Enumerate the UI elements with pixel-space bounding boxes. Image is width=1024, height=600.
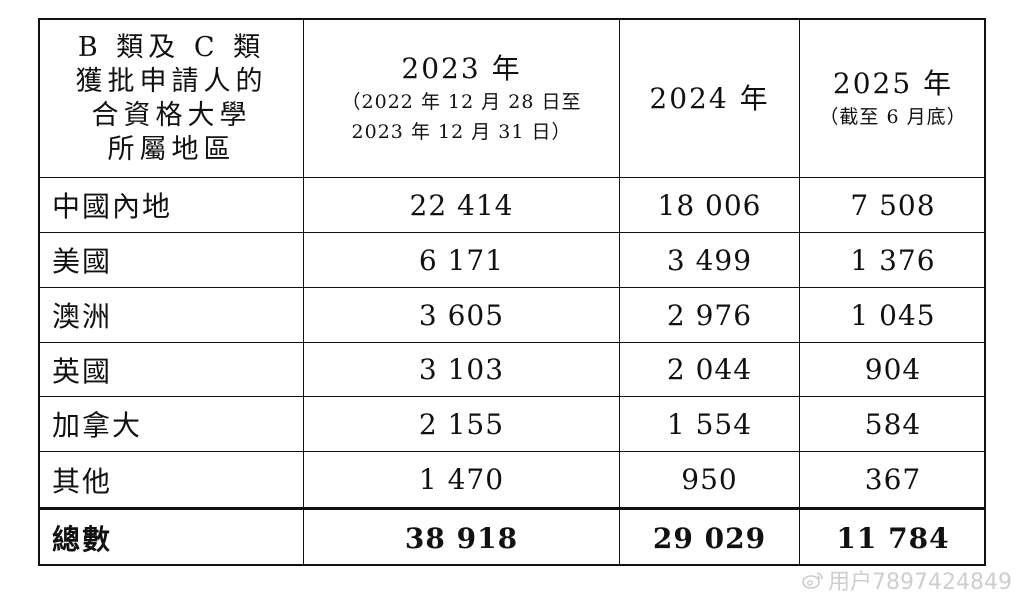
value-2025-cell: 904: [864, 353, 922, 386]
applicants-by-region-table: B 類及 C 類 獲批申請人的 合資格大學 所屬地區 2023 年 （2022 …: [38, 18, 986, 566]
year-2024-label: 2024 年: [649, 81, 770, 115]
value-2024-cell: 18 006: [620, 178, 800, 232]
total-2023-cell: 38 918: [304, 510, 620, 566]
watermark: 用户7897424849: [802, 564, 1012, 596]
total-2024-cell: 29 029: [620, 510, 800, 566]
total-row: 總數 38 918 29 029 11 784: [40, 508, 984, 566]
value-2024-cell: 2 976: [620, 288, 800, 342]
table-row: 中國內地 22 414 18 006 7 508: [40, 178, 984, 233]
table-row: 其他 1 470 950 367: [40, 452, 984, 508]
value-2025-cell: 584: [864, 407, 922, 441]
region-header-line: B 類及 C 類: [77, 31, 266, 63]
value-2023-cell: 22 414: [304, 178, 620, 232]
value-2025-cell: 7 508: [850, 188, 936, 222]
value-2024-cell: 2 044: [620, 343, 800, 396]
total-2025-cell: 11 784: [836, 521, 950, 555]
value-2023-cell: 2 155: [304, 397, 620, 451]
year-2023-label: 2023 年: [401, 51, 522, 85]
region-cell: 澳洲: [40, 288, 304, 342]
table-row: 加拿大 2 155 1 554 584: [40, 397, 984, 452]
region-cell: 中國內地: [40, 178, 304, 232]
year-2024-column-header: 2024 年: [620, 20, 800, 177]
region-header-line: 合資格大學: [91, 99, 252, 131]
year-2025-period: （截至 6 月底）: [819, 105, 967, 128]
year-2023-period-start: （2022 年 12 月 28 日至: [341, 90, 582, 113]
value-2025-cell: 1 376: [850, 243, 936, 277]
table-row: 英國 3 103 2 044 904: [40, 343, 984, 397]
value-2025-cell: 1 045: [850, 298, 936, 332]
value-2023-cell: 3 605: [304, 288, 620, 342]
region-cell: 其他: [40, 452, 304, 507]
year-2025-label: 2025 年: [832, 66, 954, 100]
year-2023-column-header: 2023 年 （2022 年 12 月 28 日至 2023 年 12 月 31…: [304, 20, 620, 177]
value-2024-cell: 1 554: [620, 397, 800, 451]
table-row: 澳洲 3 605 2 976 1 045: [40, 288, 984, 343]
region-header-line: 獲批申請人的: [75, 65, 268, 97]
value-2023-cell: 1 470: [304, 452, 620, 507]
table-header-row: B 類及 C 類 獲批申請人的 合資格大學 所屬地區 2023 年 （2022 …: [40, 20, 984, 178]
year-2025-column-header: 2025 年 （截至 6 月底）: [800, 20, 986, 177]
region-cell: 美國: [40, 233, 304, 287]
table-row: 美國 6 171 3 499 1 376: [40, 233, 984, 288]
value-2023-cell: 3 103: [304, 343, 620, 396]
total-label: 總數: [40, 510, 304, 566]
value-2024-cell: 950: [620, 452, 800, 507]
year-2023-period-end: 2023 年 12 月 31 日）: [351, 120, 572, 143]
watermark-text: 用户7897424849: [828, 570, 1012, 595]
value-2024-cell: 3 499: [620, 233, 800, 287]
value-2025-cell: 367: [864, 463, 922, 496]
region-cell: 英國: [40, 343, 304, 396]
region-header-line: 所屬地區: [107, 133, 236, 165]
weibo-logo-icon: [802, 572, 823, 589]
region-cell: 加拿大: [40, 397, 304, 451]
region-column-header: B 類及 C 類 獲批申請人的 合資格大學 所屬地區: [40, 20, 304, 177]
value-2023-cell: 6 171: [304, 233, 620, 287]
